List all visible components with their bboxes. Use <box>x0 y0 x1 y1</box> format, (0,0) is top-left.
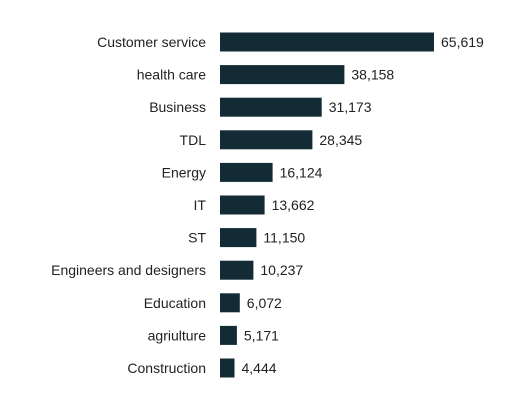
category-label: Engineers and designers <box>51 262 206 278</box>
category-label: agriulture <box>148 327 207 343</box>
category-label: Energy <box>162 164 206 180</box>
bar-3 <box>220 130 313 150</box>
category-label: TDL <box>180 132 207 148</box>
bar-9 <box>220 325 237 345</box>
value-label: 6,072 <box>247 295 282 311</box>
value-label: 16,124 <box>280 164 323 180</box>
value-label: 5,171 <box>244 327 279 343</box>
bar-8 <box>220 293 240 313</box>
value-label: 13,662 <box>272 197 315 213</box>
value-label: 11,150 <box>263 230 305 246</box>
value-label: 10,237 <box>260 262 303 278</box>
bars-group <box>220 32 434 378</box>
category-label: Customer service <box>97 34 206 50</box>
value-label: 65,619 <box>441 34 484 50</box>
category-label: health care <box>137 67 206 83</box>
bar-5 <box>220 195 265 215</box>
category-label: Business <box>149 99 206 115</box>
bar-10 <box>220 358 235 378</box>
category-label: Education <box>144 295 206 311</box>
category-label: Construction <box>127 360 206 376</box>
bar-0 <box>220 32 434 52</box>
value-label: 38,158 <box>351 67 394 83</box>
category-labels: Customer service health care Business TDL En… <box>51 34 206 376</box>
category-label: IT <box>194 197 207 213</box>
value-label: 28,345 <box>319 132 362 148</box>
bar-1 <box>220 65 345 85</box>
value-label: 31,173 <box>329 99 372 115</box>
value-label: 4,444 <box>242 360 277 376</box>
value-labels: 65,619 38,158 31,173 28,345 16,124 13,662 11,1… <box>242 34 485 376</box>
bar-6 <box>220 228 257 248</box>
bar-4 <box>220 162 273 182</box>
category-label: ST <box>188 230 206 246</box>
bar-2 <box>220 97 322 117</box>
bar-7 <box>220 260 254 280</box>
